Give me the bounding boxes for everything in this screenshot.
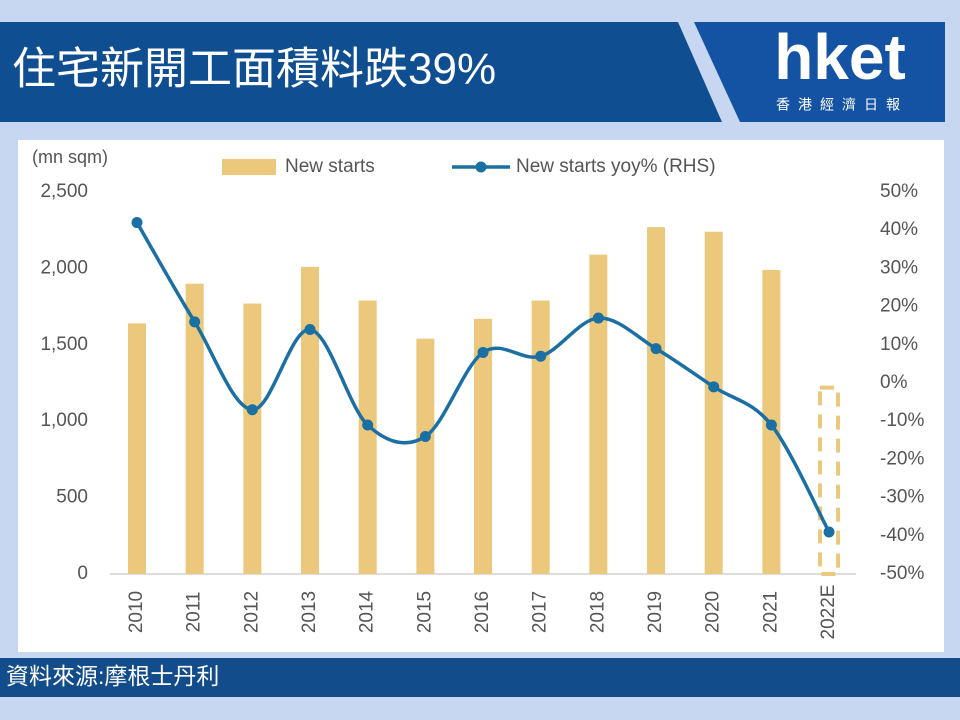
line-point xyxy=(419,430,431,442)
line-point xyxy=(535,350,547,362)
y-tick-label: 1,500 xyxy=(40,334,88,355)
source: 資料來源:摩根士丹利 xyxy=(6,663,219,689)
x-tick-label: 2019 xyxy=(645,591,666,633)
line-point xyxy=(823,526,835,538)
logo-banner xyxy=(694,22,945,122)
bar xyxy=(301,266,320,574)
y-tick-label: 1,000 xyxy=(40,410,88,431)
bar xyxy=(185,283,204,574)
x-tick-label: 2021 xyxy=(760,591,781,633)
y2-tick-label: -10% xyxy=(880,410,924,431)
bar xyxy=(647,227,666,575)
x-tick-label: 2016 xyxy=(472,591,493,633)
line-point xyxy=(189,316,201,328)
y-tick-label: 0 xyxy=(77,563,88,584)
logo-subtitle: 香港經濟日報 xyxy=(776,97,908,113)
line-point xyxy=(304,324,316,336)
y2-tick-label: 30% xyxy=(880,257,918,278)
footer-bar xyxy=(0,658,960,697)
bar xyxy=(531,300,550,574)
y-tick-label: 2,500 xyxy=(40,181,88,202)
y2-tick-label: -20% xyxy=(880,448,924,469)
y2-tick-label: 50% xyxy=(880,181,918,202)
y2-tick-label: -50% xyxy=(880,563,924,584)
x-tick-label: 2017 xyxy=(530,591,551,633)
line-point xyxy=(246,404,258,416)
x-tick-label: 2013 xyxy=(299,591,320,633)
page-title: 住宅新開工面積料跌39% xyxy=(12,45,496,94)
line-point xyxy=(592,312,604,324)
y-tick-label: 500 xyxy=(56,487,88,508)
bar xyxy=(416,338,435,574)
y-axis-label: (mn sqm) xyxy=(32,147,108,167)
x-tick-label: 2012 xyxy=(241,591,262,633)
line-point xyxy=(765,419,777,431)
x-tick-label: 2014 xyxy=(357,590,378,633)
line-point xyxy=(477,346,489,358)
bar xyxy=(243,303,262,574)
line-point xyxy=(131,217,143,229)
y2-tick-label: 0% xyxy=(880,372,908,393)
line-point xyxy=(362,419,374,431)
bar xyxy=(128,323,146,574)
bar xyxy=(818,385,841,577)
logo: hket xyxy=(774,21,906,93)
y2-tick-label: 40% xyxy=(880,219,918,240)
x-tick-label: 2010 xyxy=(126,591,147,633)
x-tick-label: 2015 xyxy=(414,591,435,633)
x-tick-label: 2018 xyxy=(587,591,608,633)
bar xyxy=(704,231,723,574)
y2-tick-label: -40% xyxy=(880,525,924,546)
bar xyxy=(589,254,608,574)
line-point xyxy=(650,343,662,355)
legend-dot xyxy=(475,161,487,173)
legend-label: New starts xyxy=(285,156,375,177)
y2-tick-label: 10% xyxy=(880,334,918,355)
x-tick-label: 2022E xyxy=(818,585,839,640)
y2-tick-label: 20% xyxy=(880,296,918,317)
legend-label: New starts yoy% (RHS) xyxy=(516,156,716,177)
title-banner xyxy=(0,22,722,122)
bar xyxy=(358,300,377,574)
y-tick-label: 2,000 xyxy=(40,257,88,278)
x-tick-label: 2011 xyxy=(184,592,205,633)
bar xyxy=(474,318,493,574)
line-point xyxy=(708,381,720,393)
x-tick-label: 2020 xyxy=(703,591,724,633)
legend-swatch xyxy=(222,159,276,175)
plot: 0 500 1,000 1,500 2,000 2,500 -50% -40% -30% -20%… xyxy=(40,156,924,639)
y2-tick-label: -30% xyxy=(880,487,924,508)
